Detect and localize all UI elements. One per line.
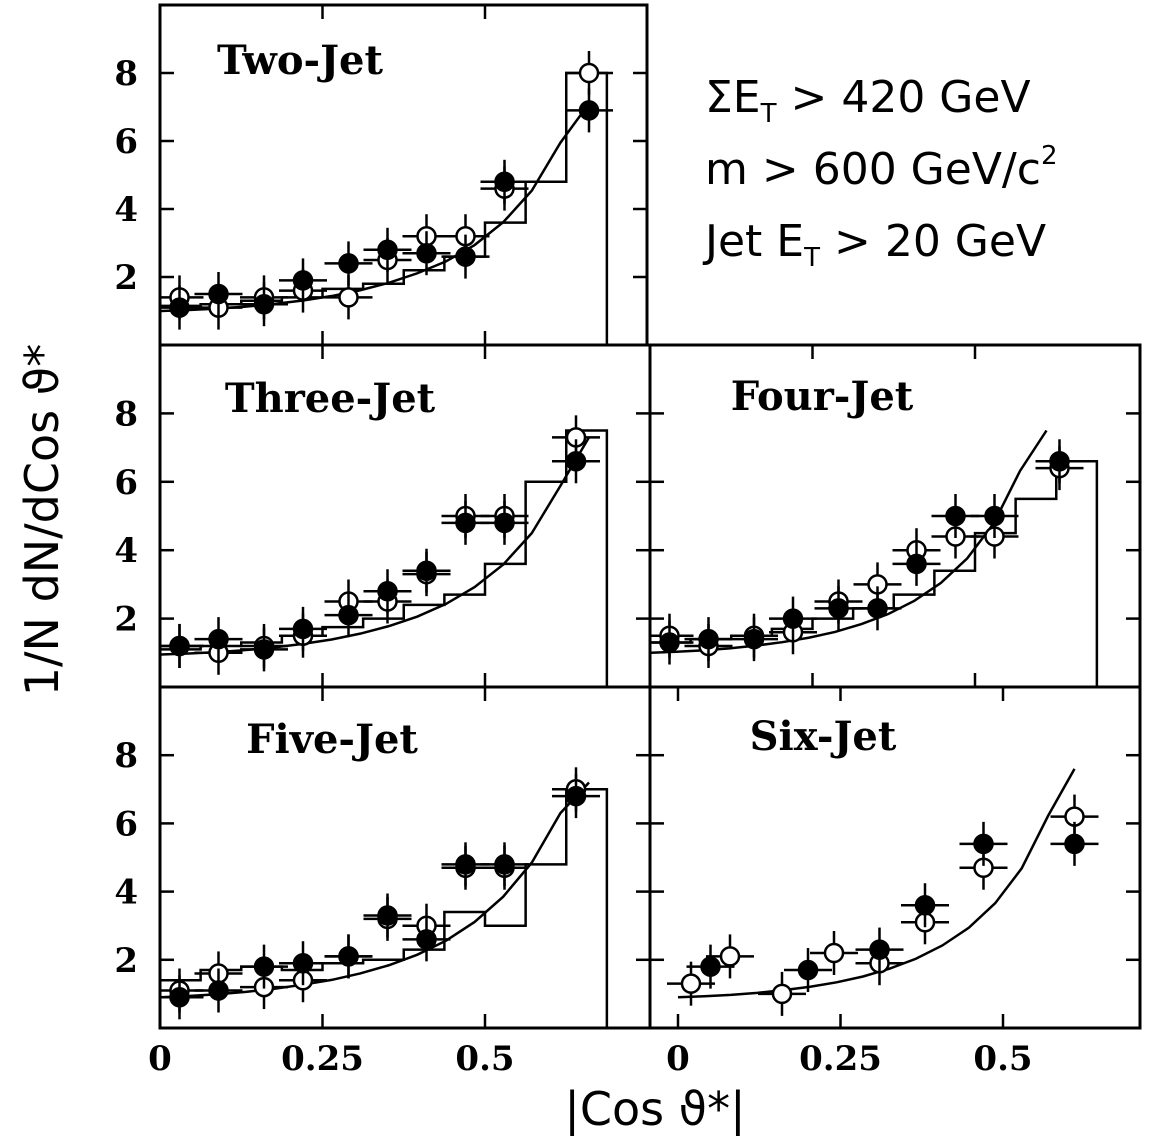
x-tick-label: 0.25: [281, 1039, 364, 1079]
filled-point: [494, 171, 515, 193]
filled-point: [292, 618, 314, 640]
filled-point: [782, 608, 804, 629]
y-tick-label: 2: [114, 941, 138, 981]
panel-frame: [648, 685, 1142, 1030]
theory-curve: [161, 781, 590, 999]
open-point: [823, 942, 845, 964]
filled-point: [169, 987, 190, 1008]
filled-point: [455, 854, 476, 875]
y-tick-label: 8: [114, 394, 138, 434]
filled-point: [494, 512, 515, 534]
y-tick-label: 6: [114, 122, 138, 162]
filled-point: [377, 905, 398, 926]
filled-point: [208, 628, 229, 650]
open-point: [338, 287, 359, 308]
filled-point: [867, 598, 888, 619]
filled-point: [797, 959, 819, 981]
filled-point: [984, 505, 1005, 527]
open-point: [771, 983, 793, 1005]
y-tick-label: 4: [114, 190, 138, 230]
panel-two-jet: 2 4 6 8 Two-Jet: [114, 3, 649, 347]
cut-jet-et: Jet ET > 20 GeV: [702, 216, 1046, 273]
panel-four-jet: Four-Jet: [648, 343, 1142, 689]
panel-title: Six-Jet: [750, 713, 897, 760]
panel-plot-area: [651, 429, 1099, 686]
filled-point: [292, 270, 314, 291]
histogram-step: [161, 429, 609, 686]
filled-point: [377, 239, 398, 261]
filled-point: [494, 854, 515, 875]
filled-point: [292, 952, 314, 974]
x-tick-label: 0.5: [455, 1039, 514, 1079]
histogram-step: [161, 71, 609, 344]
filled-point: [743, 628, 765, 650]
filled-point: [565, 451, 587, 472]
panel-plot-area: [667, 768, 1099, 1016]
cuts-legend: ΣET > 420 GeV m > 600 GeV/c2 Jet ET > 20…: [702, 72, 1058, 273]
filled-point: [208, 980, 229, 1001]
x-tick-label: 0.25: [799, 1039, 882, 1079]
panel-title: Four-Jet: [731, 373, 914, 420]
y-tick-label: 2: [114, 258, 138, 298]
filled-point: [208, 283, 229, 305]
filled-point: [973, 833, 994, 855]
filled-point: [338, 946, 359, 967]
filled-point: [906, 553, 927, 575]
x-tick-label: 0: [666, 1039, 690, 1079]
panel-title: Two-Jet: [217, 37, 383, 84]
filled-point: [169, 635, 190, 657]
filled-point: [828, 598, 849, 619]
filled-point: [869, 939, 890, 960]
open-point: [719, 946, 741, 967]
y-tick-label: 4: [114, 873, 138, 913]
panel-plot-area: [161, 51, 613, 344]
filled-point: [1064, 833, 1085, 855]
panel-plot-area: [161, 767, 609, 1027]
open-point: [680, 973, 702, 994]
filled-point: [416, 242, 437, 264]
x-tick-label: 0: [148, 1039, 172, 1079]
y-axis-title: 1/N dN/dCos ϑ*: [15, 344, 69, 696]
filled-point: [914, 894, 936, 916]
filled-point: [700, 956, 721, 977]
filled-point: [565, 785, 587, 807]
filled-point: [945, 505, 966, 527]
x-axis-title: |Cos ϑ*|: [564, 1082, 745, 1137]
y-tick-label: 8: [114, 54, 138, 94]
y-tick-label: 8: [114, 736, 138, 776]
panel-six-jet: 0 0.25 0.5 Six-Jet: [648, 685, 1142, 1079]
filled-point: [253, 956, 275, 977]
y-tick-label: 4: [114, 531, 138, 571]
filled-point: [253, 639, 275, 660]
panel-five-jet: 2 4 6 8 0 0.25 0.5 Five-Jet: [114, 685, 652, 1079]
filled-point: [253, 293, 275, 315]
panel-plot-area: [161, 415, 609, 686]
filled-point: [416, 560, 437, 581]
filled-point: [416, 929, 437, 950]
filled-point: [338, 604, 359, 626]
filled-point: [578, 100, 600, 121]
y-tick-label: 6: [114, 463, 138, 503]
y-tick-label: 6: [114, 804, 138, 844]
theory-curve: [161, 436, 591, 656]
filled-point: [455, 512, 476, 534]
panel-three-jet: 2 4 6 8 Three-Jet: [114, 343, 652, 689]
panels: 2 4 6 8 Two-Jet 2 4 6 8 Three-Jet Four-Jet 2 4 6 8 0 0.2…: [114, 3, 1142, 1079]
filled-point: [169, 297, 190, 318]
filled-point: [338, 253, 359, 274]
filled-point: [377, 580, 398, 602]
cut-sum-et: ΣET > 420 GeV: [705, 72, 1031, 129]
open-point: [578, 62, 600, 84]
panel-title: Five-Jet: [246, 716, 418, 763]
y-tick-label: 2: [114, 600, 138, 640]
filled-point: [1049, 451, 1070, 472]
filled-point: [659, 632, 680, 653]
histogram-step: [651, 460, 1099, 686]
cut-mass: m > 600 GeV/c2: [705, 141, 1058, 195]
panel-title: Three-Jet: [225, 375, 436, 422]
filled-point: [698, 628, 719, 650]
x-tick-label: 0.5: [973, 1039, 1032, 1079]
filled-point: [455, 246, 476, 267]
